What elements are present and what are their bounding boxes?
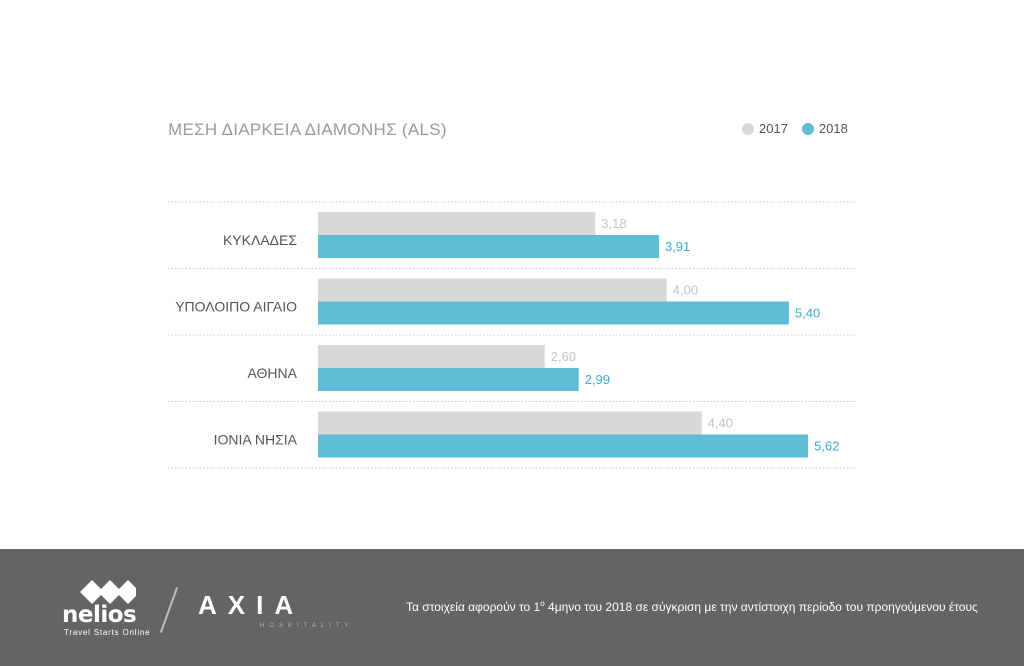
legend-item-2018: 2018: [801, 121, 848, 136]
legend-item-2017: 2017: [742, 121, 788, 136]
chart-title: ΜΕΣΗ ΔΙΑΡΚΕΙΑ ΔΙΑΜΟΝΗΣ (ALS): [168, 120, 447, 139]
data-label-2018: 5,40: [795, 306, 820, 321]
legend-swatch-2018: [801, 122, 814, 135]
bar-2018: [318, 434, 809, 458]
footnote-sup: ο: [540, 599, 545, 608]
category-label: ΚΥΚΛΑΔΕΣ: [223, 232, 297, 248]
bar-2017: [318, 278, 667, 302]
nelios-logo: nelios Travel Starts Online: [62, 580, 154, 640]
legend-label-2018: 2018: [818, 121, 848, 136]
data-label-2017: 4,00: [673, 283, 698, 298]
category-label: ΥΠΟΛΟΙΠΟ ΑΙΓΑΙΟ: [175, 299, 297, 315]
category-label: ΑΘΗΝΑ: [248, 365, 298, 381]
axia-wordmark: AXIA: [198, 590, 305, 620]
axia-logo: AXIA HOSPITALITY: [198, 590, 354, 629]
bar-chart: ΚΥΚΛΑΔΕΣ 3,18 3,91 ΥΠΟΛΟΙΠΟ ΑΙΓΑΙΟ 4,00 5,40 Α…: [168, 201, 856, 469]
footnote-post: 4μηνο του 2018 σε σύγκριση με την αντίστ…: [544, 600, 978, 614]
nelios-mark-icon: [80, 580, 136, 604]
data-label-2018: 3,91: [665, 239, 690, 254]
legend-swatch-2017: [742, 122, 754, 135]
category-label: ΙΟΝΙΑ ΝΗΣΙΑ: [214, 432, 298, 448]
footnote-pre: Τα στοιχεία αφορούν το 1: [406, 600, 541, 614]
chart-legend: 2017 2018: [742, 121, 862, 136]
bar-2018: [318, 235, 659, 258]
nelios-tagline: Travel Starts Online: [64, 628, 151, 637]
nelios-wordmark: nelios: [62, 602, 137, 628]
data-label-2017: 2,60: [551, 349, 576, 364]
bar-2018: [318, 368, 579, 391]
bar-2017: [318, 345, 545, 368]
bar-2017: [318, 411, 702, 435]
data-label-2017: 3,18: [601, 216, 626, 231]
data-label-2018: 2,99: [585, 372, 610, 387]
data-label-2017: 4,40: [708, 416, 733, 431]
axia-tagline: HOSPITALITY: [260, 623, 354, 629]
bar-2018: [318, 301, 789, 325]
footnote: Τα στοιχεία αφορούν το 1ο 4μηνο του 2018…: [406, 599, 978, 614]
bar-2017: [318, 212, 596, 235]
legend-label-2017: 2017: [759, 121, 788, 136]
data-label-2018: 5,62: [814, 439, 839, 454]
